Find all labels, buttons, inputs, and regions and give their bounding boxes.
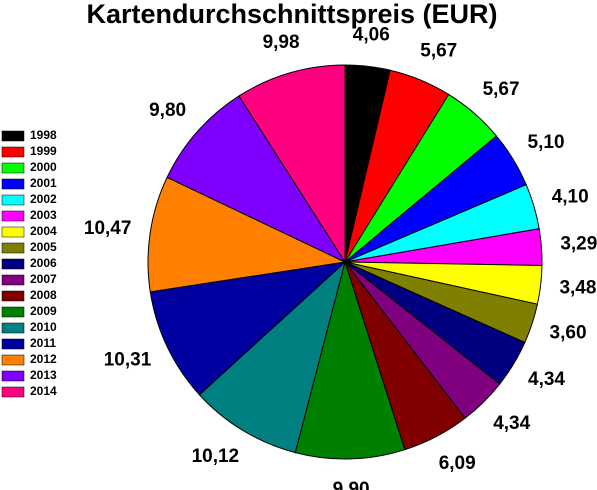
data-label: 9,90 [333, 479, 370, 490]
pie-slice [147, 176, 347, 293]
data-label: 10,47 [84, 218, 132, 239]
data-label: 4,34 [493, 413, 530, 434]
legend-swatch [1, 162, 25, 174]
legend-swatch [1, 258, 25, 270]
data-label: 3,60 [550, 322, 587, 343]
legend-label: 2014 [30, 384, 57, 398]
data-label: 4,10 [552, 187, 589, 208]
legend-swatch [1, 178, 25, 190]
data-label: 10,31 [104, 349, 152, 370]
legend-label: 2007 [30, 272, 57, 286]
legend-swatch [1, 194, 25, 206]
legend-swatch [1, 242, 25, 254]
pie-slice [149, 261, 347, 396]
legend-swatch [1, 290, 25, 302]
data-label: 10,12 [192, 446, 240, 467]
legend-label: 2013 [30, 368, 57, 382]
legend-swatch [1, 226, 25, 238]
legend-swatch [1, 370, 25, 382]
data-label: 5,67 [483, 79, 520, 100]
legend-label: 2012 [30, 352, 57, 366]
data-label: 3,29 [560, 234, 597, 255]
legend-label: 1999 [30, 144, 57, 158]
legend-label: 2001 [30, 176, 57, 190]
legend-swatch [1, 130, 25, 142]
legend-label: 2002 [30, 192, 57, 206]
data-label: 5,67 [420, 40, 457, 61]
data-label: 4,06 [353, 25, 390, 46]
data-label: 5,10 [528, 132, 565, 153]
data-label: 9,98 [263, 32, 300, 53]
legend-swatch [1, 338, 25, 350]
pie-slice [238, 64, 346, 264]
data-label: 4,34 [528, 369, 565, 390]
legend-swatch [1, 306, 25, 318]
legend-swatch [1, 322, 25, 334]
legend-label: 2003 [30, 208, 57, 222]
legend-label: 2010 [30, 320, 57, 334]
legend-swatch [1, 146, 25, 158]
legend-label: 2000 [30, 160, 57, 174]
pie-slice [294, 260, 406, 460]
pie-slice [166, 95, 347, 264]
chart-title: Kartendurchschnittspreis (EUR) [86, 0, 497, 29]
legend-swatch [1, 354, 25, 366]
legend-label: 2004 [30, 224, 57, 238]
legend-swatch [1, 386, 25, 398]
legend-swatch [1, 274, 25, 286]
data-label: 6,09 [439, 453, 476, 474]
data-label: 3,48 [559, 278, 596, 299]
legend-label: 2011 [30, 336, 56, 350]
legend-swatch [1, 210, 25, 222]
legend-label: 2009 [30, 304, 57, 318]
legend-label: 1998 [30, 128, 57, 142]
legend-label: 2005 [30, 240, 57, 254]
data-label: 9,80 [149, 100, 186, 121]
legend-label: 2006 [30, 256, 57, 270]
pie-slice [198, 260, 346, 454]
legend-label: 2008 [30, 288, 57, 302]
